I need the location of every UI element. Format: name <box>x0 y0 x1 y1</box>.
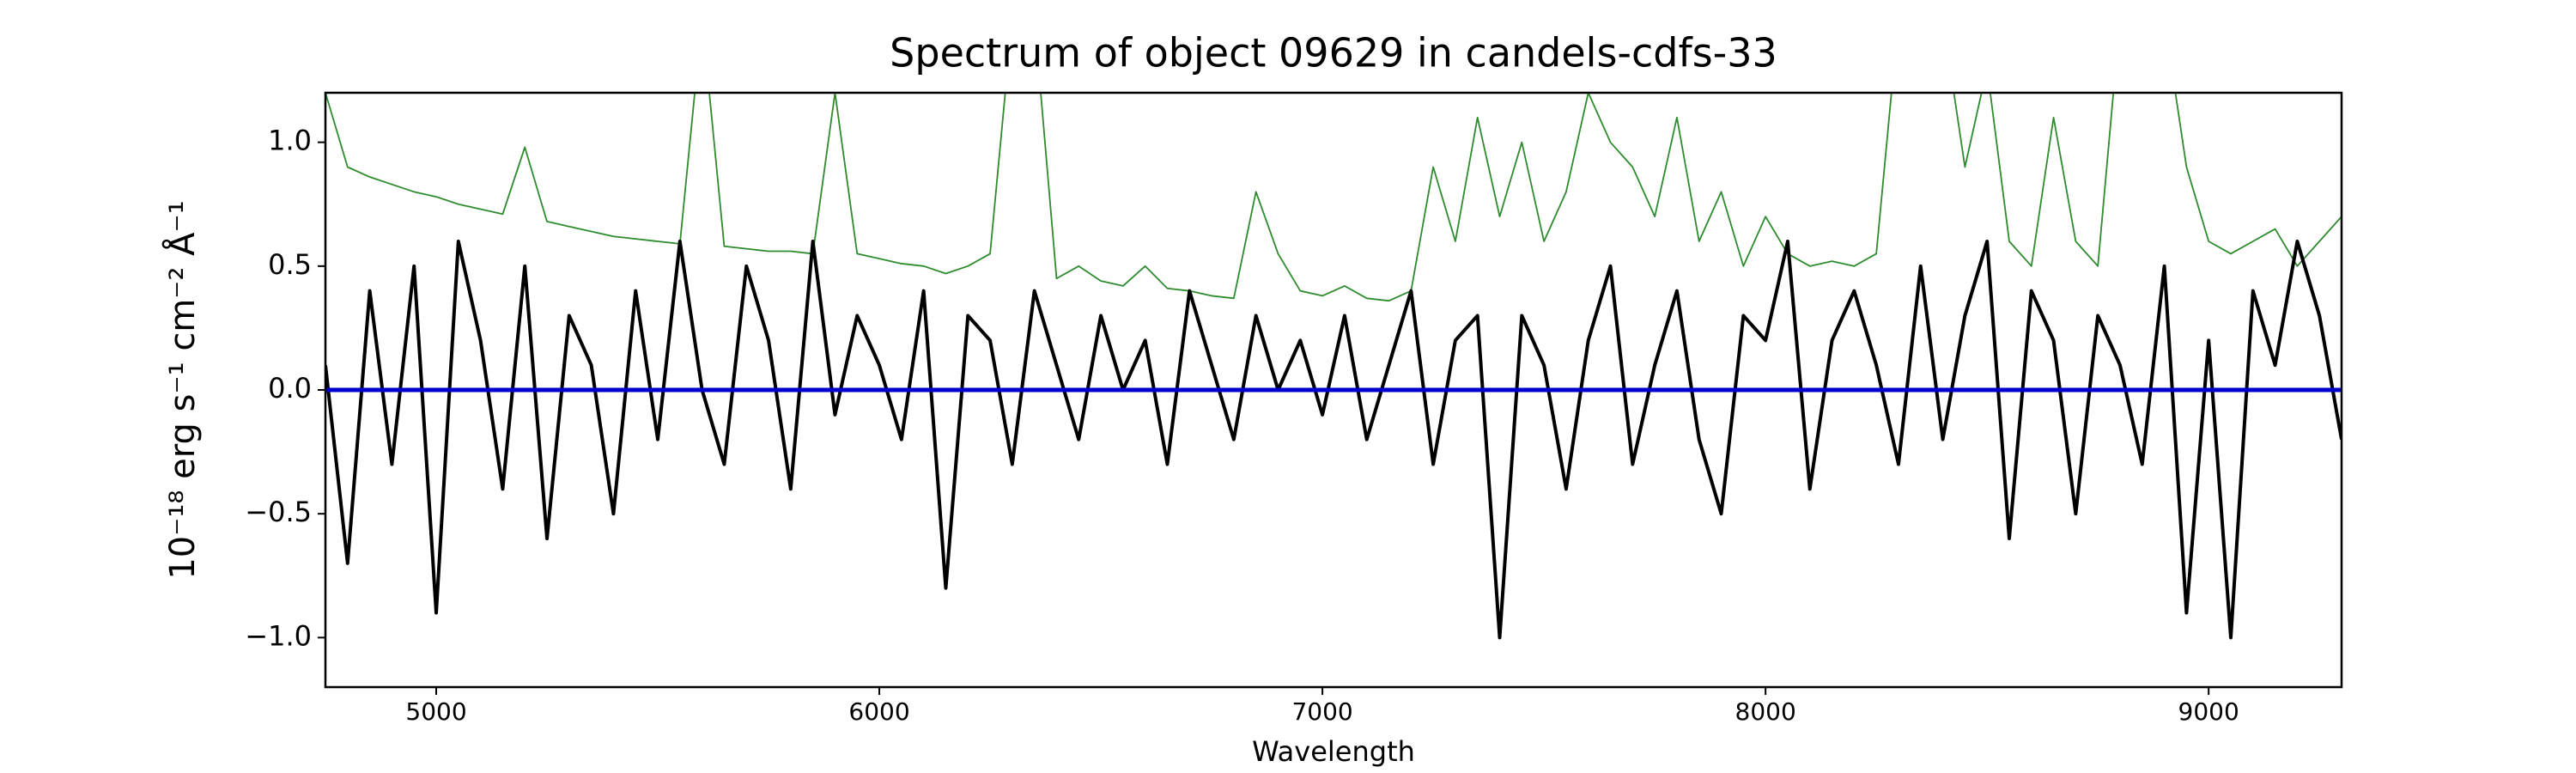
x-tick-label: 8000 <box>1735 697 1796 726</box>
x-axis-label: Wavelength <box>1252 735 1415 768</box>
spectrum-line <box>325 240 2342 640</box>
y-tick-label: 1.0 <box>268 125 312 157</box>
spectrum-line <box>325 93 2342 302</box>
plot-area <box>325 93 2342 640</box>
chart-title: Spectrum of object 09629 in candels-cdfs… <box>890 30 1777 76</box>
y-axis-label: 10⁻¹⁸ erg s⁻¹ cm⁻² Å⁻¹ <box>161 200 203 579</box>
y-tick-label: 0.5 <box>268 248 312 281</box>
y-tick-label: 0.0 <box>268 372 312 405</box>
y-tick-label: −0.5 <box>245 496 312 528</box>
x-tick-label: 7000 <box>1291 697 1352 726</box>
x-tick-label: 9000 <box>2178 697 2239 726</box>
y-tick-label: −1.0 <box>245 619 312 652</box>
x-tick-label: 5000 <box>405 697 466 726</box>
x-tick-label: 6000 <box>848 697 909 726</box>
